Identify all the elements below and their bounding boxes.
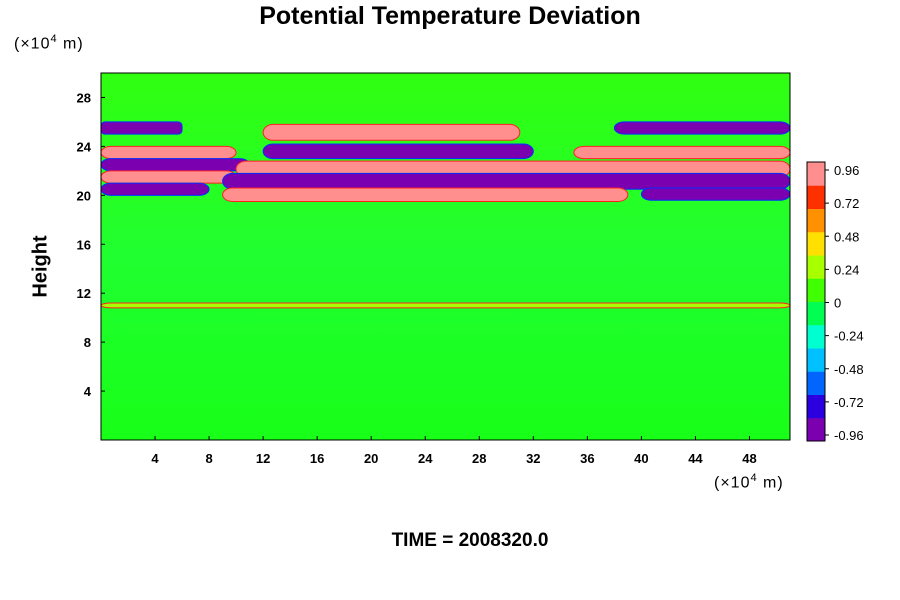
- colorbar-tick-label: -0.48: [834, 362, 864, 377]
- plot-area: [100, 72, 791, 441]
- y-unit-exponent: 4: [50, 33, 58, 45]
- heatmap-band-0: [100, 121, 183, 135]
- y-unit-prefix: (×10: [14, 35, 51, 53]
- heatmap-band-1: [613, 121, 791, 135]
- colorbar-tick-label: 0: [834, 296, 841, 311]
- x-axis-ticks: 4 8 12 16 20 24 28 32 36 40 44 48: [151, 436, 757, 466]
- colorbar-frame: [806, 161, 826, 442]
- y-tick-label: 24: [77, 139, 92, 154]
- colorbar-tick-label: -0.72: [834, 395, 864, 410]
- y-axis-ticks: 4 8 12 16 20 24 28: [77, 90, 105, 399]
- colorbar-swatch: [807, 208, 825, 233]
- x-tick-label: 24: [418, 451, 433, 466]
- time-label: TIME = 2008320.0: [391, 530, 549, 551]
- colorbar-swatch: [807, 371, 825, 395]
- colorbar-tick-label: 0.48: [834, 229, 859, 244]
- colorbar-tick-label: 0.72: [834, 196, 859, 211]
- x-tick-label: 12: [256, 451, 270, 466]
- y-tick-label: 4: [84, 384, 92, 399]
- x-unit-suffix: m): [757, 474, 784, 492]
- heatmap-band-3: [100, 145, 237, 160]
- heatmap-band-2: [262, 123, 521, 141]
- colorbar-swatch: [807, 278, 825, 302]
- x-tick-label: 8: [205, 451, 212, 466]
- colorbar: 0.96 0.72 0.48 0.24 0 -0.24 -0.48 -0.72 -0.96: [806, 161, 864, 443]
- x-tick-label: 16: [310, 451, 324, 466]
- heatmap-band-10: [100, 182, 210, 196]
- colorbar-swatch: [807, 185, 825, 209]
- x-unit-exponent: 4: [750, 472, 758, 484]
- colorbar-tick-label: -0.24: [834, 329, 864, 344]
- colorbar-swatch: [807, 348, 825, 372]
- y-tick-label: 20: [77, 188, 91, 203]
- plot-frame: [100, 72, 791, 441]
- heatmap-band-13: [100, 302, 791, 309]
- colorbar-swatch: [807, 301, 825, 326]
- colorbar-tick-label: 0.96: [834, 163, 859, 178]
- heatmap-band-5: [573, 145, 791, 160]
- colorbar-swatch: [807, 255, 825, 279]
- colorbar-tick-label: 0.24: [834, 262, 859, 277]
- y-tick-label: 16: [77, 237, 91, 252]
- x-unit-prefix: (×10: [714, 474, 751, 492]
- y-tick-label: 12: [77, 286, 91, 301]
- heatmap-band-11: [222, 187, 629, 202]
- y-axis-unit: (×104 m): [14, 33, 84, 53]
- y-tick-label: 8: [84, 335, 91, 350]
- heatmap-band-12: [640, 187, 791, 201]
- x-axis-unit: (×104 m): [714, 472, 784, 492]
- colorbar-swatch: [807, 231, 825, 256]
- x-tick-label: 4: [151, 451, 159, 466]
- heatmap-band-8: [100, 170, 237, 184]
- chart-title: Potential Temperature Deviation: [259, 2, 641, 30]
- colorbar-swatch: [807, 162, 825, 186]
- x-tick-label: 44: [688, 451, 703, 466]
- x-tick-label: 36: [580, 451, 594, 466]
- x-tick-label: 32: [526, 451, 540, 466]
- x-tick-label: 28: [472, 451, 486, 466]
- colorbar-swatch: [807, 394, 825, 419]
- x-tick-label: 48: [742, 451, 756, 466]
- heatmap-band-9: [222, 172, 791, 190]
- colorbar-swatch: [807, 324, 825, 349]
- heatmap-band-4: [262, 143, 534, 160]
- heatmap-band-6: [100, 158, 251, 172]
- y-tick-label: 28: [77, 90, 91, 105]
- y-unit-suffix: m): [57, 35, 84, 53]
- colorbar-swatch: [807, 417, 825, 442]
- x-tick-label: 20: [364, 451, 378, 466]
- x-tick-label: 40: [634, 451, 648, 466]
- colorbar-tick-label: -0.96: [834, 428, 864, 443]
